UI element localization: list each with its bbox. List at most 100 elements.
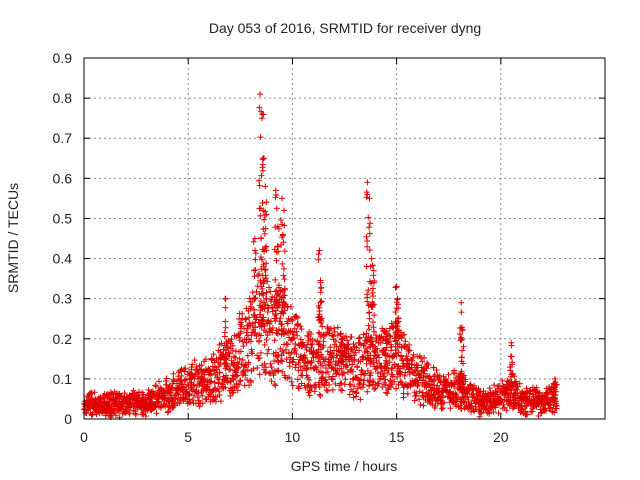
data-point [235, 364, 242, 371]
data-point [256, 371, 263, 378]
data-point [226, 350, 233, 357]
data-point [252, 256, 259, 263]
data-point [366, 224, 373, 231]
data-point [254, 364, 261, 371]
data-point [207, 393, 214, 400]
data-point [271, 337, 278, 344]
data-point [202, 356, 209, 363]
data-point [263, 295, 270, 302]
data-point [232, 354, 239, 361]
data-point [252, 330, 259, 337]
data-point [251, 235, 258, 242]
data-point [152, 382, 159, 389]
data-point [209, 356, 216, 363]
data-point [263, 336, 270, 343]
data-point [124, 394, 131, 401]
data-point [117, 392, 124, 399]
data-point [257, 134, 264, 141]
data-point [271, 381, 278, 388]
data-point [196, 403, 203, 410]
data-point [121, 390, 128, 397]
data-point [458, 354, 465, 361]
y-tick-label: 0.2 [53, 331, 73, 347]
data-point [195, 390, 202, 397]
data-point [272, 382, 279, 389]
data-point [186, 392, 193, 399]
data-point [263, 211, 270, 218]
data-point [334, 324, 341, 331]
y-tick-label: 0.7 [53, 130, 73, 146]
data-point [171, 398, 178, 405]
data-point [167, 386, 174, 393]
data-point [259, 200, 266, 207]
data-point [207, 379, 214, 386]
data-point [402, 338, 409, 345]
data-point [213, 366, 220, 373]
data-point [234, 372, 241, 379]
data-point [240, 343, 247, 350]
data-point [228, 336, 235, 343]
data-point [234, 365, 241, 372]
data-point [252, 250, 259, 257]
data-point [248, 346, 255, 353]
data-point [177, 376, 184, 383]
data-point [364, 243, 371, 250]
data-point [249, 320, 256, 327]
data-point [375, 380, 382, 387]
data-point [370, 267, 377, 274]
data-point [272, 187, 279, 194]
data-point [366, 230, 373, 237]
data-point [247, 377, 254, 384]
data-point [294, 376, 301, 383]
data-point [211, 379, 218, 386]
data-point [189, 361, 196, 368]
data-point [217, 398, 224, 405]
data-point [248, 332, 255, 339]
data-point [451, 367, 458, 374]
y-tick-label: 0.9 [53, 50, 73, 66]
y-tick-label: 0.1 [53, 371, 73, 387]
data-point [257, 212, 264, 219]
data-point [289, 382, 296, 389]
data-point [186, 391, 193, 398]
data-point [118, 393, 125, 400]
data-point [132, 408, 139, 415]
y-axis-label: SRMTID / TECUs [5, 183, 21, 293]
data-point [315, 251, 322, 258]
data-point [266, 328, 273, 335]
data-point [371, 386, 378, 393]
data-point [267, 360, 274, 367]
data-point [244, 367, 251, 374]
data-point [249, 350, 256, 357]
data-point [175, 391, 182, 398]
data-point [212, 398, 219, 405]
data-point [169, 405, 176, 412]
data-point [171, 401, 178, 408]
data-point [458, 299, 465, 306]
data-point [279, 260, 286, 267]
data-point [161, 389, 168, 396]
y-tick-label: 0.6 [53, 170, 73, 186]
data-point [135, 392, 142, 399]
data-point [404, 390, 411, 397]
data-point [199, 375, 206, 382]
y-tick-label: 0.8 [53, 90, 73, 106]
data-point [165, 408, 172, 415]
data-point [219, 381, 226, 388]
data-point [213, 355, 220, 362]
data-point [266, 369, 273, 376]
data-point [199, 400, 206, 407]
data-point [265, 346, 272, 353]
data-point [365, 214, 372, 221]
data-point [91, 389, 98, 396]
data-point [278, 195, 285, 202]
data-point [236, 381, 243, 388]
data-point [258, 235, 265, 242]
data-point [284, 341, 291, 348]
data-point [252, 267, 259, 274]
data-point [368, 255, 375, 262]
data-point [281, 207, 288, 214]
data-point [261, 323, 268, 330]
data-point [187, 384, 194, 391]
data-point [384, 390, 391, 397]
